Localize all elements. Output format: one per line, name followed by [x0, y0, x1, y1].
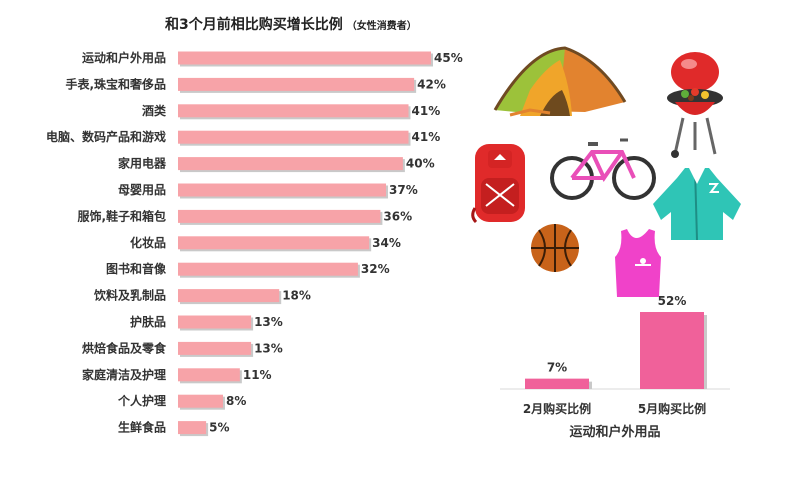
- category-label: 饮料及乳制品: [93, 288, 166, 303]
- bar: [178, 262, 358, 276]
- bar: [178, 77, 415, 91]
- value-label: 34%: [372, 236, 401, 250]
- bar: [178, 51, 431, 65]
- bar: [525, 378, 589, 389]
- category-label: 运动和户外用品: [82, 50, 166, 65]
- left-bar-chart: 运动和户外用品 45% 手表,珠宝和奢侈品 42% 酒类 41% 电脑、数码产品和游戏 41%…: [46, 50, 463, 437]
- category-label: 电脑、数码产品和游戏: [46, 129, 166, 144]
- value-label: 7%: [547, 361, 567, 375]
- bar: [178, 183, 387, 197]
- bar: [178, 421, 207, 435]
- bar: [178, 368, 240, 382]
- chart-title-text: 和3个月前相比购买增长比例: [165, 17, 343, 33]
- bar: [178, 209, 381, 223]
- x-axis-label: 运动和户外用品: [569, 424, 660, 440]
- bar: [178, 289, 280, 303]
- category-label: 母婴用品: [118, 183, 166, 197]
- tent-icon: [493, 46, 627, 117]
- chart-title: 和3个月前相比购买增长比例 （女性消费者）: [165, 14, 417, 34]
- category-label: 家用电器: [118, 156, 167, 171]
- category-label: 2月购买比例: [523, 401, 591, 416]
- value-label: 13%: [254, 341, 283, 355]
- value-label: 40%: [406, 157, 435, 171]
- category-label: 个人护理: [117, 393, 166, 408]
- value-label: 18%: [282, 289, 311, 303]
- value-label: 41%: [412, 130, 441, 144]
- category-label: 5月购买比例: [638, 401, 706, 416]
- category-label: 服饰,鞋子和箱包: [77, 208, 166, 223]
- bar: [178, 157, 403, 171]
- category-label: 酒类: [142, 103, 167, 118]
- value-label: 8%: [226, 394, 246, 408]
- category-label: 家庭清洁及护理: [82, 367, 166, 382]
- value-label: 52%: [658, 294, 687, 308]
- value-label: 11%: [243, 368, 272, 382]
- category-label: 护肤品: [130, 314, 166, 329]
- bar: [640, 312, 704, 389]
- value-label: 42%: [417, 77, 446, 91]
- bar: [178, 236, 370, 250]
- value-label: 13%: [254, 315, 283, 329]
- chart-subtitle: （女性消费者）: [346, 21, 417, 32]
- backpack-icon: [471, 144, 525, 224]
- value-label: 36%: [383, 209, 412, 223]
- bar: [178, 315, 252, 329]
- grill-icon: [667, 52, 723, 158]
- bar: [178, 341, 252, 355]
- value-label: 32%: [361, 262, 390, 276]
- jacket-icon: [653, 167, 741, 241]
- bar: [178, 394, 223, 408]
- value-label: 37%: [389, 183, 418, 197]
- bar: [178, 104, 409, 118]
- category-label: 烘焙食品及零食: [82, 340, 167, 355]
- bicycle-icon: [550, 138, 656, 200]
- category-label: 图书和音像: [106, 261, 167, 276]
- tank-top-icon: [615, 229, 661, 297]
- value-label: 41%: [412, 104, 441, 118]
- category-label: 手表,珠宝和奢侈品: [65, 76, 166, 91]
- bar: [178, 130, 409, 144]
- category-label: 化妆品: [130, 235, 166, 250]
- category-label: 生鲜食品: [118, 420, 166, 435]
- value-label: 5%: [209, 421, 229, 435]
- value-label: 45%: [434, 51, 463, 65]
- basketball-icon: [531, 224, 579, 272]
